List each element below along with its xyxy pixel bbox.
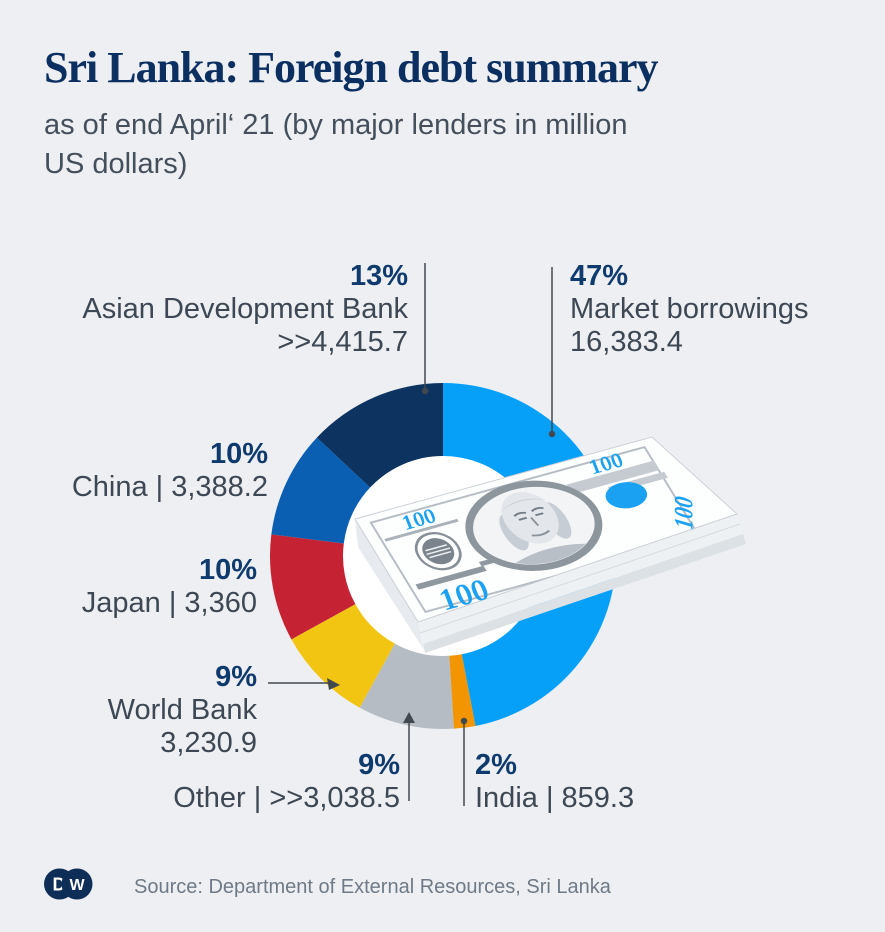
value-label: 16,383.4 (570, 326, 683, 358)
franklin-portrait (465, 480, 612, 577)
treasury-seal-icon (414, 532, 462, 571)
donut-segment-china (271, 437, 371, 544)
stack-layer-line (419, 523, 741, 634)
page-subtitle: as of end April‘ 21 (by major lenders in… (44, 109, 628, 180)
stack-left-side (355, 519, 424, 650)
percent-label: 10% (198, 554, 257, 586)
percent-label: 47% (570, 260, 629, 292)
market-borrowings-leader-line (548, 267, 556, 438)
stack-front-side (418, 514, 743, 644)
money-stack-illustration: 100 100 100 100 (354, 436, 746, 653)
bill-serial-bar (415, 565, 487, 590)
dw-logo: D W (44, 868, 93, 900)
percent-label: 9% (215, 661, 257, 693)
callout-asian-development-bank: 13% Asian Development Bank >>4,415.7 (82, 260, 408, 359)
lender-label: Japan | 3,360 (81, 587, 257, 619)
percent-label: 10% (209, 438, 268, 470)
lender-label: China | 3,388.2 (71, 471, 268, 503)
value-label: >>4,415.7 (277, 326, 408, 358)
india-leader-line (460, 717, 468, 806)
dw-logo-w: W (69, 877, 85, 894)
donut-segment-india (449, 654, 476, 729)
page-title: Sri Lanka: Foreign debt summary (44, 43, 659, 92)
donut-segment-world-bank (291, 604, 395, 708)
callout-market-borrowings: 47% Market borrowings 16,383.4 (570, 260, 809, 359)
bill-ornament-band (566, 460, 660, 495)
adb-leader-line (421, 263, 429, 395)
world-bank-leader-line (268, 678, 340, 690)
lender-label: World Bank (107, 694, 257, 726)
percent-label: 13% (349, 260, 408, 292)
donut-segment-other (359, 643, 454, 730)
percent-label: 2% (475, 749, 517, 781)
callout-world-bank: 9% World Bank 3,230.9 (108, 661, 257, 760)
lender-label: Market borrowings (570, 293, 809, 325)
bill-100-bottom-right: 100 (669, 495, 699, 531)
bill-blue-oval (605, 482, 648, 509)
callout-japan: 10% Japan | 3,360 (82, 554, 257, 620)
source-text: Source: Department of External Resources… (134, 876, 611, 898)
lender-label: India | 859.3 (475, 782, 635, 814)
bill-ornament-line (384, 518, 459, 542)
lender-label: Asian Development Bank (82, 293, 408, 325)
other-leader-line (403, 712, 415, 801)
lender-label: Other | >>3,038.5 (173, 782, 400, 814)
donut-segment-japan (269, 534, 356, 640)
percent-label: 9% (358, 749, 400, 781)
donut-segment-asian-development-bank (316, 383, 443, 488)
stack-bottom-edge (423, 534, 746, 653)
callout-india: 2% India | 859.3 (475, 749, 634, 815)
leader-lines (268, 263, 556, 806)
callout-china: 10% China | 3,388.2 (72, 438, 268, 504)
callout-other: 9% Other | >>3,038.5 (173, 749, 400, 815)
value-label: 3,230.9 (160, 727, 257, 759)
